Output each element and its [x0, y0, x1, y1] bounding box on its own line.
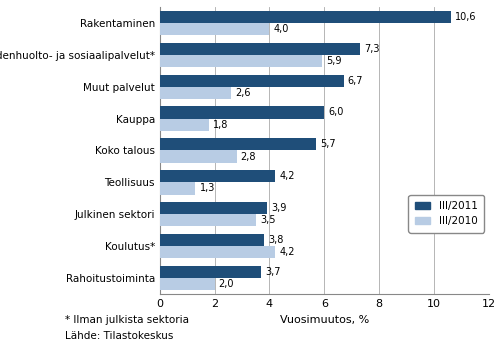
Text: 4,0: 4,0 — [273, 24, 289, 34]
Bar — [160, 266, 261, 278]
Bar — [160, 23, 269, 35]
Bar — [160, 234, 264, 246]
Bar — [160, 87, 231, 99]
Text: 7,3: 7,3 — [364, 44, 380, 54]
Bar — [160, 182, 195, 195]
Text: 3,8: 3,8 — [268, 235, 283, 245]
Bar — [160, 139, 316, 150]
Text: 1,8: 1,8 — [213, 120, 229, 130]
Text: 2,6: 2,6 — [235, 88, 250, 98]
Bar — [160, 11, 451, 23]
Text: 10,6: 10,6 — [455, 12, 476, 22]
Text: 4,2: 4,2 — [279, 247, 294, 257]
Bar — [160, 214, 255, 226]
Text: 1,3: 1,3 — [200, 183, 215, 194]
Text: 4,2: 4,2 — [279, 171, 294, 181]
Text: 3,9: 3,9 — [271, 203, 286, 213]
X-axis label: Vuosimuutos, %: Vuosimuutos, % — [280, 315, 369, 325]
Bar — [160, 119, 209, 131]
Text: 5,7: 5,7 — [320, 140, 336, 149]
Text: 3,7: 3,7 — [265, 267, 281, 277]
Text: 6,0: 6,0 — [328, 107, 344, 118]
Bar — [160, 106, 324, 119]
Bar — [160, 202, 266, 214]
Bar — [160, 246, 275, 258]
Text: 5,9: 5,9 — [326, 56, 341, 66]
Text: 6,7: 6,7 — [348, 76, 363, 86]
Text: 3,5: 3,5 — [260, 215, 275, 225]
Bar — [160, 55, 321, 67]
Legend: III/2011, III/2010: III/2011, III/2010 — [409, 195, 484, 233]
Bar — [160, 170, 275, 182]
Bar — [160, 150, 237, 162]
Text: 2,0: 2,0 — [219, 279, 234, 289]
Bar — [160, 43, 360, 55]
Text: Lähde: Tilastokeskus: Lähde: Tilastokeskus — [65, 331, 173, 341]
Text: * Ilman julkista sektoria: * Ilman julkista sektoria — [65, 315, 189, 325]
Bar — [160, 75, 343, 87]
Bar — [160, 278, 215, 290]
Text: 2,8: 2,8 — [241, 152, 256, 161]
